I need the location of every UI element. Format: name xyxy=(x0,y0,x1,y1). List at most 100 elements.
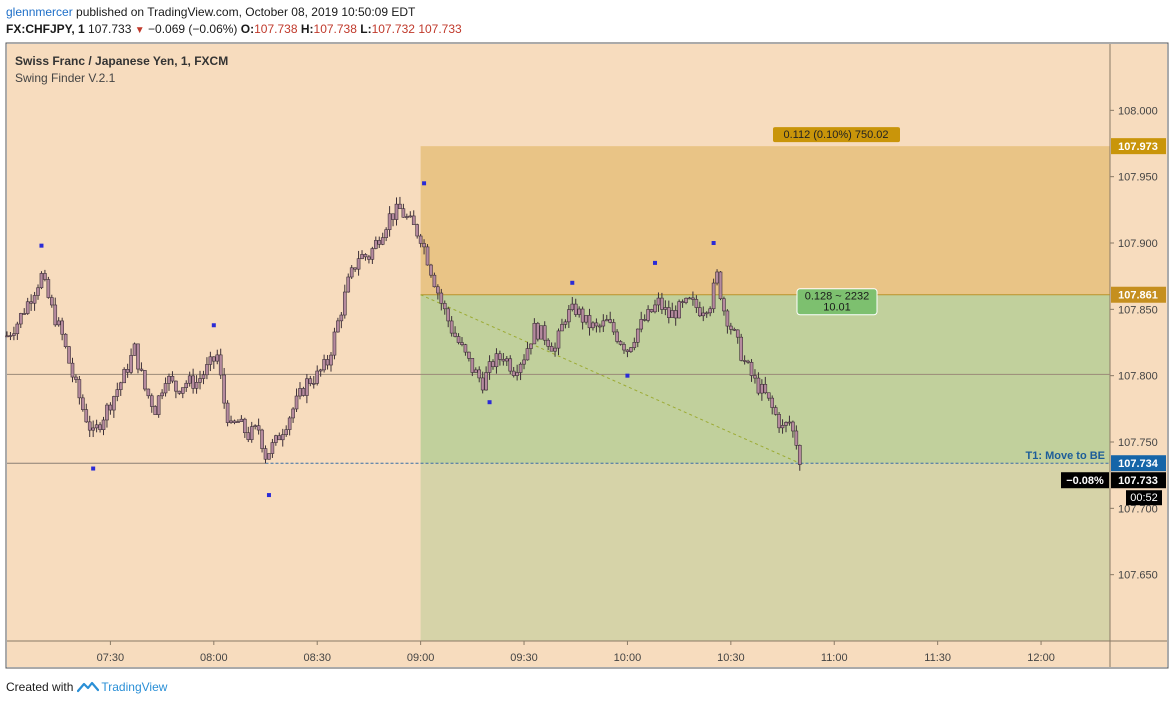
candle-body xyxy=(108,404,113,411)
candle-body xyxy=(32,295,37,304)
candle-body xyxy=(749,362,754,376)
candle-body xyxy=(546,339,550,347)
candle-body xyxy=(753,375,757,379)
candle-body xyxy=(342,291,347,316)
author-link[interactable]: glennmercer xyxy=(6,5,73,19)
candle-body xyxy=(422,243,426,248)
low-value: 107.732 xyxy=(371,22,415,36)
y-tick-label: 107.700 xyxy=(1118,503,1158,515)
candle-body xyxy=(763,383,768,394)
candle-body xyxy=(756,377,761,394)
close-value: 107.733 xyxy=(418,22,462,36)
target-label-badge xyxy=(796,288,878,316)
candle-body xyxy=(563,321,568,325)
candle-body xyxy=(684,297,688,303)
candle-body xyxy=(735,329,740,338)
candle-body xyxy=(53,304,58,326)
candle-body xyxy=(50,297,54,306)
candle-body xyxy=(167,375,171,384)
swing-marker xyxy=(422,181,427,186)
candle-body xyxy=(180,387,185,394)
candle-body xyxy=(81,397,85,410)
candle-body xyxy=(356,258,361,270)
candle-body xyxy=(84,409,89,423)
candle-body xyxy=(556,330,561,349)
y-tick-label: 107.800 xyxy=(1118,371,1158,383)
x-tick-label: 09:00 xyxy=(407,652,435,664)
stop-zone xyxy=(420,146,1110,295)
candle-body xyxy=(701,312,706,317)
candle-body xyxy=(615,331,619,342)
candle-body xyxy=(494,353,499,368)
publish-info: published on TradingView.com, October 08… xyxy=(72,5,416,19)
stop-price-badge: 107.973 xyxy=(1118,141,1158,153)
candle-body xyxy=(773,407,778,415)
candle-body xyxy=(377,240,382,245)
last-price-badge-bg xyxy=(1111,472,1166,489)
entry-price-badge: 107.861 xyxy=(1118,290,1158,302)
high-label: H: xyxy=(300,22,314,36)
candle-body xyxy=(601,320,606,327)
candle-body xyxy=(77,379,82,399)
candle-body xyxy=(329,354,333,366)
candle-body xyxy=(532,323,537,345)
x-tick-label: 07:30 xyxy=(97,652,125,664)
candle-body xyxy=(287,417,292,430)
candle-body xyxy=(132,343,137,356)
candle-body xyxy=(177,390,182,394)
candle-body xyxy=(305,378,309,396)
candle-body xyxy=(60,320,64,335)
candle-body xyxy=(529,343,533,349)
candle-body xyxy=(43,273,47,280)
candle-body xyxy=(387,213,392,230)
open-value: 107.738 xyxy=(254,22,298,36)
y-tick-label: 107.950 xyxy=(1118,172,1158,184)
candle-body xyxy=(542,325,547,341)
candle-body xyxy=(766,392,771,399)
candle-body xyxy=(663,307,668,310)
candle-body xyxy=(63,333,68,348)
stop-label-badge xyxy=(773,127,900,143)
candle-body xyxy=(629,347,633,352)
candle-body xyxy=(473,369,478,373)
swing-marker xyxy=(91,466,96,471)
candle-body xyxy=(22,313,27,315)
candle-body xyxy=(429,264,433,276)
candle-body xyxy=(577,308,581,315)
candle-body xyxy=(622,344,626,351)
candle-body xyxy=(194,382,199,389)
candle-body xyxy=(232,420,237,423)
countdown-label: 00:52 xyxy=(1130,492,1158,504)
candle-body xyxy=(794,430,799,446)
candle-body xyxy=(456,336,461,343)
swing-marker xyxy=(711,241,716,245)
candle-body xyxy=(722,298,726,312)
candle-body xyxy=(301,388,306,396)
footer: Created with TradingView xyxy=(6,680,167,694)
candle-body xyxy=(760,383,764,394)
tradingview-brand-link[interactable]: TradingView xyxy=(101,680,168,694)
candle-body xyxy=(36,287,40,296)
candle-body xyxy=(408,215,413,218)
candle-body xyxy=(294,395,299,410)
candle-body xyxy=(591,322,595,329)
candle-body xyxy=(174,380,178,392)
candle-body xyxy=(160,392,164,397)
candle-body xyxy=(635,328,640,343)
candle-body xyxy=(587,315,592,329)
candle-body xyxy=(239,418,244,422)
candle-body xyxy=(715,271,719,284)
candle-body xyxy=(384,229,388,238)
candle-body xyxy=(742,360,747,362)
candle-body xyxy=(770,397,775,408)
candle-body xyxy=(625,349,630,352)
candle-body xyxy=(184,382,189,388)
candle-body xyxy=(236,421,240,423)
candle-body xyxy=(694,299,699,308)
candle-body xyxy=(687,297,692,300)
candle-body xyxy=(666,307,671,318)
candle-body xyxy=(249,426,254,440)
down-arrow-icon: ▼ xyxy=(134,25,145,36)
candle-body xyxy=(656,297,661,306)
